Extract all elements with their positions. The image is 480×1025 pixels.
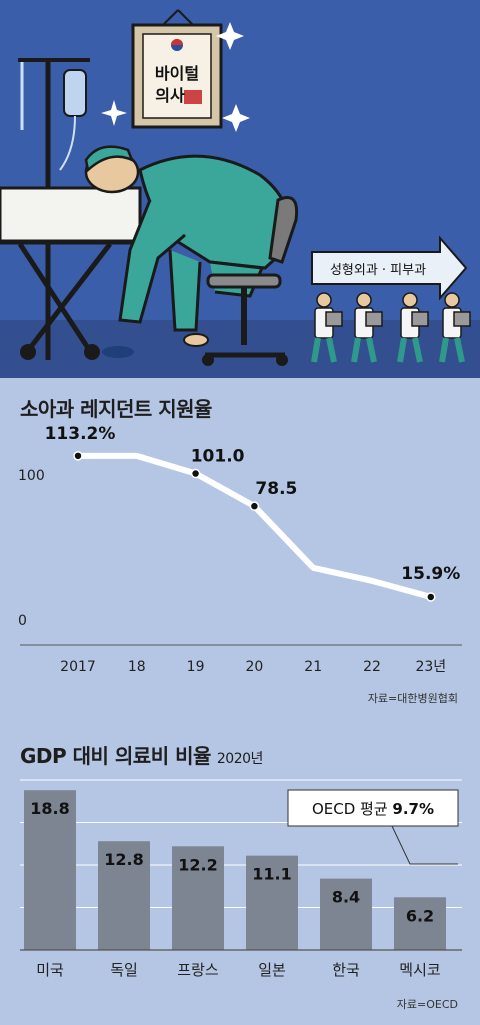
- sparkle-icon: [101, 22, 250, 132]
- bar-chart-title: GDP 대비 의료비 비율 2020년: [20, 740, 263, 769]
- line-chart-title: 소아과 레지던트 지원율: [20, 397, 212, 421]
- bar-value-label: 12.2: [178, 855, 217, 874]
- bar: [320, 878, 372, 950]
- oecd-average-leader-line: [391, 825, 458, 865]
- category-label: 미국: [36, 961, 64, 979]
- series-line: [75, 452, 434, 600]
- bar: [246, 855, 298, 950]
- walking-doctors-illustration: [311, 292, 471, 363]
- x-tick-label: 20: [245, 659, 263, 675]
- data-label: 78.5: [255, 479, 297, 499]
- office-chair-icon: [202, 196, 299, 366]
- y-tick-label: 0: [18, 613, 27, 629]
- x-tick-label: 2017: [60, 659, 96, 675]
- x-tick-label: 21: [304, 659, 322, 675]
- data-point: [73, 451, 83, 461]
- bar-chart-source: 자료=OECD: [396, 998, 458, 1011]
- bar-value-label: 11.1: [252, 865, 291, 884]
- bar-chart-title-text: GDP 대비 의료비 비율: [20, 744, 211, 768]
- bar: [394, 897, 446, 950]
- bar-chart-year: 2020년: [216, 751, 264, 767]
- line-chart-source: 자료=대한병원협회: [367, 692, 458, 705]
- data-label: 113.2%: [45, 425, 116, 444]
- hospital-bed-icon: [0, 186, 142, 360]
- illustration: 바이털 의사 성형외과 · 피부과: [0, 0, 480, 378]
- x-tick-label: 19: [187, 659, 205, 675]
- picture-frame: 바이털 의사: [131, 9, 223, 129]
- bar-value-label: 18.8: [30, 799, 69, 818]
- oecd-average-label: OECD 평균 9.7%: [312, 800, 434, 818]
- data-label: 101.0: [191, 447, 245, 467]
- category-label: 프랑스: [177, 961, 219, 979]
- category-label: 독일: [110, 961, 138, 979]
- data-point: [249, 501, 260, 511]
- bar: [24, 790, 76, 950]
- frame-text-line2: 의사: [155, 86, 185, 105]
- bar-chart: 18.8 미국 12.8 독일 12.2 프랑스 11.1 일본 8.4 한국 6.2 멕시코 OECD…: [20, 779, 462, 979]
- bar-value-label: 6.2: [406, 906, 434, 925]
- category-label: 한국: [332, 961, 360, 979]
- bar-value-label: 12.8: [104, 850, 143, 869]
- bar-value-label: 8.4: [332, 888, 360, 907]
- x-tick-label: 22: [363, 659, 381, 675]
- y-tick-label: 100: [18, 468, 45, 484]
- category-label: 멕시코: [399, 961, 440, 979]
- x-tick-label: 23년: [415, 659, 446, 675]
- x-tick-label: 18: [128, 659, 146, 675]
- data-point: [426, 592, 436, 602]
- oecd-average-box: [287, 789, 459, 827]
- frame-text-line1: 바이털: [155, 64, 199, 83]
- line-chart: 0 100 2017 18 19 20 21 22 23년 113.2% 101.0 78.5 15.9…: [18, 425, 462, 675]
- data-label: 15.9%: [401, 564, 460, 584]
- data-point: [190, 468, 201, 479]
- bar: [98, 841, 150, 950]
- bar: [172, 846, 224, 950]
- arrow-label: 성형외과 · 피부과: [330, 263, 426, 278]
- category-label: 일본: [258, 961, 286, 979]
- direction-arrow: 성형외과 · 피부과: [311, 235, 468, 301]
